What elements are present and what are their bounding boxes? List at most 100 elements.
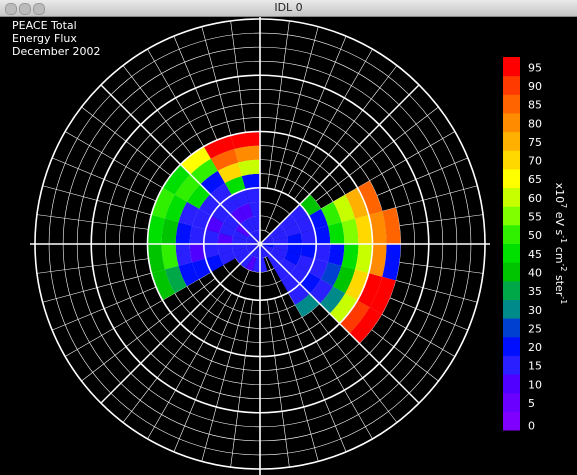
flux-cell — [252, 215, 260, 231]
close-button[interactable] — [5, 3, 17, 15]
flux-cell — [260, 240, 275, 244]
flux-cell — [300, 229, 317, 244]
colorbar-tick-label: 65 — [528, 173, 542, 186]
flux-cell — [314, 225, 331, 244]
flux-cell — [273, 244, 289, 252]
flux-cell — [186, 184, 211, 209]
colorbar-tick-label: 25 — [528, 322, 542, 335]
flux-cell — [368, 244, 387, 277]
chart-title: December 2002 — [12, 45, 101, 58]
flux-cell — [357, 180, 383, 215]
colorbar-tick-label: 15 — [528, 360, 542, 373]
flux-cell — [174, 174, 201, 202]
grid-spoke — [281, 36, 347, 193]
colorbar-tick-label: 35 — [528, 285, 542, 298]
flux-cell — [189, 244, 206, 263]
flux-cell — [235, 224, 251, 237]
colorbar-segment — [503, 75, 520, 95]
colorbar-tick-label: 85 — [528, 99, 542, 112]
grid-spoke — [274, 26, 319, 190]
flux-cell — [279, 214, 297, 230]
colorbar-tick-label: 50 — [528, 229, 542, 242]
flux-cell — [272, 229, 288, 241]
flux-cell — [151, 269, 175, 301]
flux-cell — [241, 173, 260, 190]
window-title: IDL 0 — [274, 1, 303, 14]
flux-cell — [382, 244, 401, 281]
colorbar-tick-label: 10 — [528, 378, 542, 391]
flux-cell — [245, 216, 257, 232]
flux-cell — [205, 215, 224, 234]
colorbar-tick-label: 5 — [528, 397, 535, 410]
flux-cell — [289, 204, 309, 223]
grid-spoke — [294, 65, 398, 200]
colorbar-label-part: -2 — [559, 264, 568, 272]
flux-cell — [189, 225, 206, 244]
chart-title: PEACE Total — [12, 19, 77, 32]
flux-cell — [238, 159, 260, 177]
colorbar-segment — [503, 318, 520, 338]
grid-spoke — [267, 20, 290, 189]
flux-cell — [178, 262, 200, 287]
colorbar-segment — [503, 150, 520, 170]
colorbar-tick-label: 20 — [528, 341, 542, 354]
zoom-button[interactable] — [33, 3, 45, 15]
flux-cell — [203, 135, 235, 159]
grid-spoke — [230, 299, 253, 468]
grid-spoke — [304, 106, 439, 210]
grid-spoke — [281, 295, 347, 452]
colorbar-segment — [503, 131, 520, 151]
colorbar-tick-label: 60 — [528, 192, 542, 205]
flux-cell — [219, 222, 236, 237]
colorbar-segment — [503, 224, 520, 244]
flux-cell — [240, 253, 253, 269]
flux-cell — [296, 215, 315, 234]
flux-cell — [246, 236, 260, 244]
flux-cell — [231, 244, 247, 252]
flux-cell — [203, 244, 220, 259]
colorbar-segment — [503, 411, 520, 431]
grid-spoke — [147, 292, 233, 440]
title-bar: IDL 0 — [0, 0, 577, 17]
grid-spoke-major — [100, 243, 261, 404]
grid-spoke — [287, 48, 373, 196]
flux-cell — [162, 164, 191, 195]
flux-cell — [151, 187, 175, 219]
colorbar-tick-label: 70 — [528, 155, 542, 168]
flux-cell — [231, 189, 250, 208]
flux-cell — [249, 201, 260, 217]
flux-cell — [240, 219, 253, 235]
flux-cell — [339, 300, 370, 334]
flux-cell — [341, 218, 359, 244]
flux-cell — [349, 307, 382, 344]
colorbar-tick-label: 75 — [528, 136, 542, 149]
flux-cell — [273, 236, 289, 244]
flux-cell — [164, 194, 187, 223]
flux-cell — [161, 244, 179, 270]
flux-cell — [205, 254, 224, 273]
flux-cell — [309, 279, 334, 304]
flux-cell — [287, 244, 303, 255]
colorbar-segment — [503, 243, 520, 263]
flux-cell — [245, 187, 260, 204]
grid-spoke — [265, 191, 282, 232]
colorbar-segment — [503, 57, 520, 77]
flux-cell — [320, 201, 342, 226]
flux-cell — [369, 276, 396, 315]
colorbar-tick-label: 0 — [528, 420, 535, 433]
colorbar-tick-label: 55 — [528, 211, 542, 224]
colorbar-tick-label: 80 — [528, 117, 542, 130]
flux-cell — [203, 229, 220, 244]
colorbar-segment — [503, 299, 520, 319]
flux-cell — [357, 273, 383, 308]
colorbar-segment — [503, 355, 520, 375]
colorbar-label-part: x10 — [553, 183, 566, 204]
colorbar-tick-label: 30 — [528, 304, 542, 317]
flux-cell — [178, 201, 200, 226]
flux-cell — [217, 244, 233, 255]
flux-cell — [200, 170, 225, 195]
colorbar-segment — [503, 168, 520, 189]
minimize-button[interactable] — [19, 3, 31, 15]
flux-cell — [319, 286, 346, 314]
